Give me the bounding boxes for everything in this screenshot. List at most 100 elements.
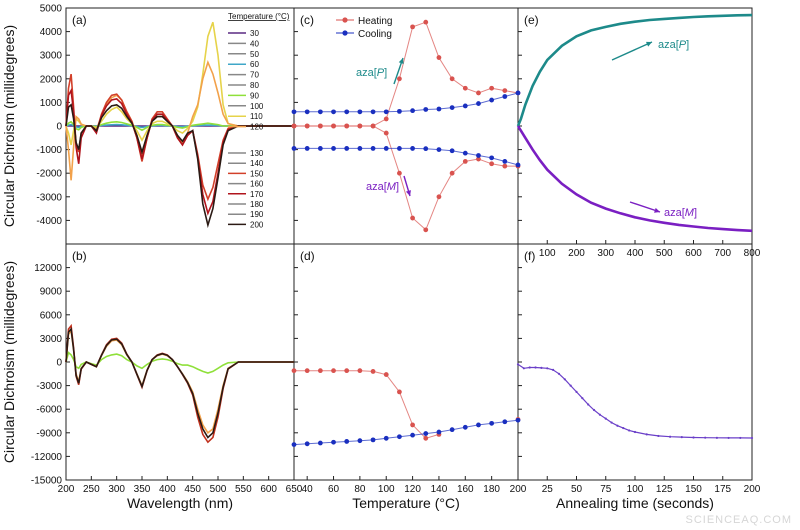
arrow-aza-m-e-head: [654, 207, 660, 213]
data-point-cooling: [304, 146, 310, 151]
data-point-heating: [449, 76, 455, 82]
x-tick-label: 450: [184, 484, 201, 495]
data-point-kinetic: [633, 430, 637, 434]
x-tick-label: 200: [744, 484, 761, 495]
y-tick-label: 9000: [40, 287, 63, 298]
data-point-heating: [370, 369, 376, 374]
data-point-cooling: [304, 441, 310, 447]
x-tick-label: 500: [210, 484, 227, 495]
annotation-aza-m-c: aza[M]: [366, 181, 399, 193]
data-point-heating: [291, 368, 297, 374]
legend-label: Cooling: [358, 29, 392, 40]
data-point-cooling: [462, 150, 468, 156]
data-point-heating: [304, 368, 310, 374]
x-tick-label: 140: [431, 484, 448, 495]
data-point-cooling: [357, 109, 363, 115]
data-point-kinetic: [592, 408, 596, 412]
legend-label: 40: [250, 39, 259, 48]
legend-label: 100: [250, 102, 264, 111]
data-point-cooling: [449, 148, 455, 154]
x-tick-label: 400: [159, 484, 176, 495]
x-tick-label: 700: [714, 248, 731, 259]
data-point-cooling: [370, 146, 376, 151]
data-point-heating: [423, 435, 429, 441]
data-point-heating: [317, 123, 323, 129]
x-tick-label: 500: [656, 248, 673, 259]
data-point-kinetic: [546, 367, 549, 370]
data-point-cooling: [436, 429, 442, 435]
panel-label-b: (b): [72, 249, 87, 263]
data-point-heating: [476, 90, 481, 96]
x-tick-label: 175: [714, 484, 731, 495]
y-tick-label: 3000: [40, 334, 63, 345]
data-point-heating: [383, 130, 389, 136]
x-tick-label: 120: [404, 484, 421, 495]
y-tick-label: -12000: [31, 452, 63, 463]
data-point-cooling: [370, 109, 376, 115]
data-point-cooling: [476, 422, 481, 428]
x-tick-label: 100: [627, 484, 644, 495]
y-tick-label: 12000: [34, 263, 62, 274]
legend-label: 70: [250, 71, 259, 80]
x-tick-label: 25: [542, 484, 554, 495]
y-tick-label: -4000: [36, 216, 62, 227]
legend-label: 150: [250, 169, 264, 178]
x-tick-label: 200: [58, 484, 75, 495]
data-point-cooling: [489, 97, 495, 103]
y-tick-label: -1000: [36, 145, 62, 156]
data-point-kinetic: [680, 436, 683, 439]
temperature-line-heating: [294, 21, 519, 127]
x-tick-label: 600: [685, 248, 702, 259]
data-point-cooling: [449, 427, 455, 433]
data-point-kinetic: [522, 367, 525, 370]
data-point-heating: [304, 123, 310, 129]
data-point-kinetic: [569, 384, 572, 387]
data-point-heating: [502, 88, 508, 93]
x-tick-label: 300: [108, 484, 125, 495]
data-point-heating: [370, 123, 376, 129]
data-point-heating: [489, 85, 495, 91]
y-tick-label: 0: [56, 122, 62, 133]
data-point-kinetic: [604, 417, 607, 420]
data-point-cooling: [383, 109, 389, 115]
panel-frames: [65, 7, 753, 481]
data-point-kinetic: [616, 424, 619, 427]
data-point-kinetic: [557, 372, 561, 375]
data-point-cooling: [291, 442, 297, 447]
data-point-cooling: [383, 146, 389, 151]
data-point-kinetic: [657, 434, 660, 438]
panel-label-e: (e): [524, 13, 539, 27]
y-tick-label: -3000: [36, 192, 62, 203]
data-point-kinetic: [750, 436, 754, 440]
data-point-kinetic: [739, 436, 742, 440]
data-point-cooling: [317, 109, 323, 115]
watermark: SCIENCEAQ.COM: [685, 514, 792, 526]
data-point-kinetic: [528, 366, 531, 369]
data-point-cooling: [291, 146, 297, 151]
panel-label-c: (c): [300, 13, 314, 27]
data-point-cooling: [436, 147, 442, 153]
data-point-heating: [397, 76, 402, 82]
data-point-cooling: [489, 155, 495, 161]
legend-label: 130: [250, 149, 264, 158]
x-tick-label: 350: [134, 484, 151, 495]
x-axis-title-d: Temperature (°C): [352, 495, 460, 511]
temperature-line-cooling: [293, 419, 519, 446]
data-point-cooling: [344, 146, 350, 151]
data-point-heating: [383, 116, 389, 122]
legend-label: 110: [250, 112, 263, 121]
x-tick-label: 80: [354, 484, 366, 495]
data-point-cooling: [462, 424, 468, 430]
data-point-cooling: [489, 420, 495, 426]
x-tick-label: 800: [744, 248, 761, 259]
legend-label: 140: [250, 159, 264, 168]
legend-label: 160: [250, 180, 264, 189]
legend-label: 80: [250, 81, 259, 90]
y-tick-label: -6000: [36, 405, 62, 416]
data-point-heating: [331, 123, 336, 129]
arrow-aza-p-c-head: [398, 58, 404, 64]
panel-frame-d: [293, 243, 519, 481]
data-point-kinetic: [610, 421, 613, 424]
y-tick-label: 5000: [40, 4, 63, 15]
